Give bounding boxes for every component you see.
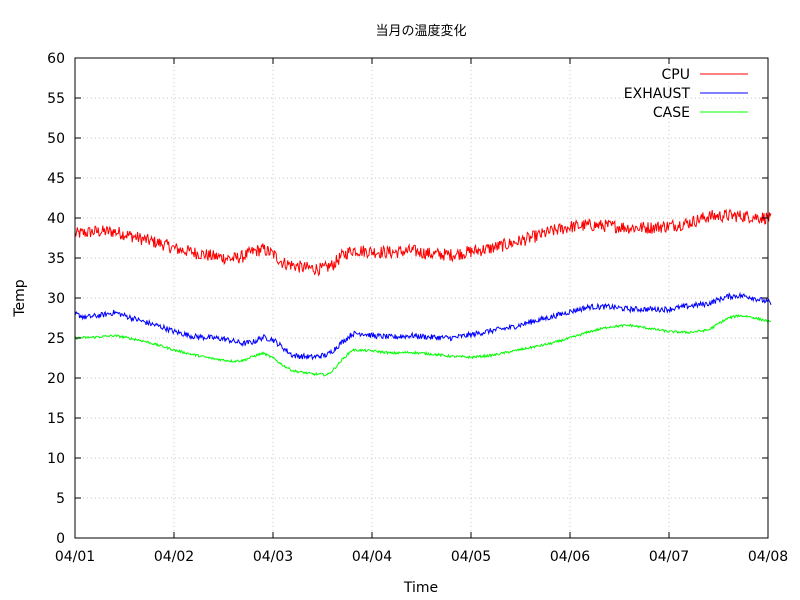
x-tick-label: 04/05 xyxy=(451,549,491,565)
y-tick-label: 50 xyxy=(47,131,65,147)
y-tick-label: 20 xyxy=(47,371,65,387)
grid-lines xyxy=(75,58,768,538)
x-tick-label: 04/03 xyxy=(253,549,293,565)
y-tick-label: 15 xyxy=(47,411,65,427)
x-tick-label: 04/01 xyxy=(55,549,95,565)
y-tick-label: 30 xyxy=(47,291,65,307)
y-tick-label: 25 xyxy=(47,331,65,347)
y-tick-label: 40 xyxy=(47,211,65,227)
plot-frame xyxy=(74,57,769,539)
legend: CPU EXHAUST CASE xyxy=(624,67,748,121)
y-tick-label: 55 xyxy=(47,91,65,107)
legend-label-case: CASE xyxy=(653,105,690,121)
legend-label-exhaust: EXHAUST xyxy=(624,86,691,102)
y-axis-tick-labels: 0 5 10 15 20 25 30 35 40 45 50 55 60 xyxy=(47,51,65,547)
y-axis-label: Temp xyxy=(12,279,28,317)
y-tick-label: 35 xyxy=(47,251,65,267)
y-tick-label: 0 xyxy=(56,531,65,547)
legend-label-cpu: CPU xyxy=(662,67,690,83)
series-line-case xyxy=(74,314,772,377)
series-lines xyxy=(74,208,772,377)
chart-title: 当月の温度変化 xyxy=(375,23,466,39)
y-tick-label: 5 xyxy=(56,491,65,507)
x-tick-label: 04/04 xyxy=(352,549,392,565)
series-line-cpu xyxy=(74,208,772,277)
x-axis-label: Time xyxy=(403,580,438,596)
y-tick-label: 10 xyxy=(47,451,65,467)
x-axis-tick-labels: 04/01 04/02 04/03 04/04 04/05 04/06 04/07 04/08 xyxy=(55,549,788,565)
axis-ticks xyxy=(74,57,769,539)
series-line-exhaust xyxy=(74,291,772,361)
x-tick-label: 04/02 xyxy=(154,549,194,565)
x-tick-label: 04/07 xyxy=(649,549,689,565)
y-tick-label: 45 xyxy=(47,171,65,187)
x-tick-label: 04/06 xyxy=(550,549,590,565)
x-tick-label: 04/08 xyxy=(748,549,788,565)
y-tick-label: 60 xyxy=(47,51,65,67)
